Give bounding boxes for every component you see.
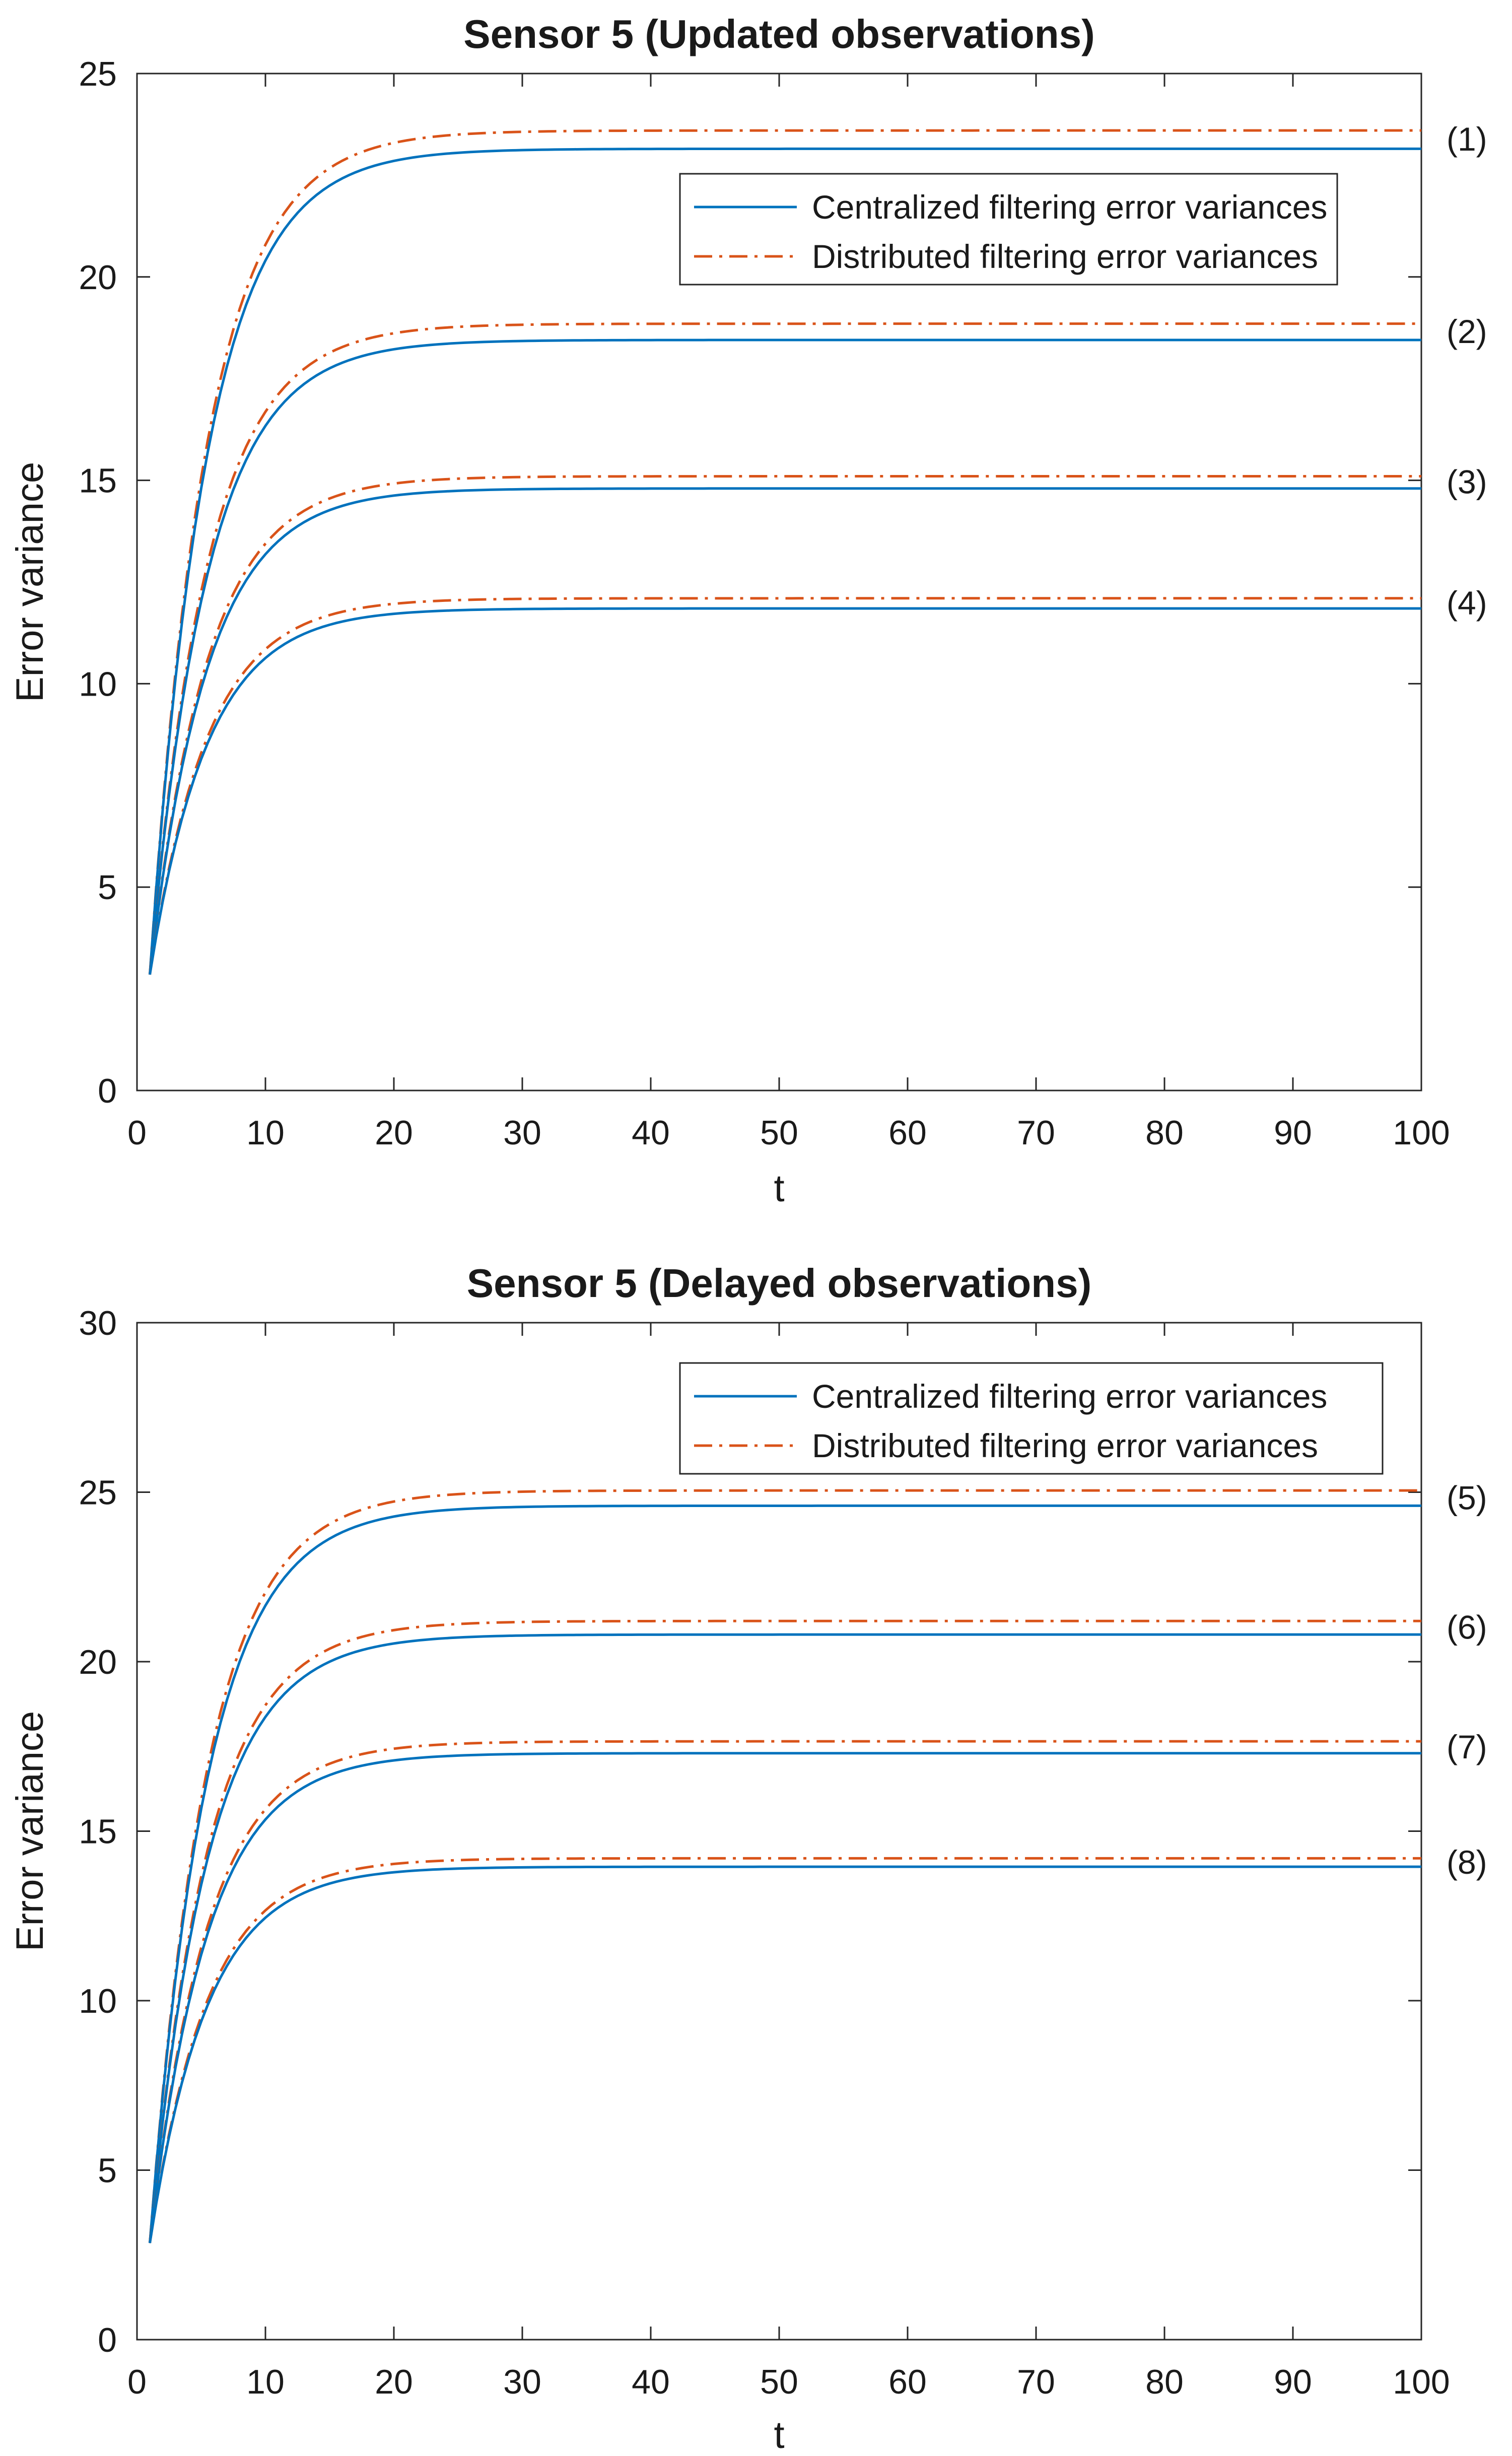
curve-label: (6) bbox=[1447, 1609, 1487, 1646]
curve-label: (2) bbox=[1447, 313, 1487, 350]
centralized-series-line-4 bbox=[149, 1865, 1421, 2243]
chart-panel-2: Sensor 5 (Delayed observations) 0 10 20 30 40… bbox=[9, 1261, 1487, 2456]
x-tick-label: 90 bbox=[1274, 2363, 1312, 2401]
y-axis-label: Error variance bbox=[9, 1711, 51, 1951]
centralized-series-line-3 bbox=[149, 487, 1421, 975]
chart-title: Sensor 5 (Updated observations) bbox=[463, 12, 1095, 56]
y-tick-label: 30 bbox=[79, 1304, 117, 1342]
centralized-series-line-4 bbox=[149, 607, 1421, 975]
distributed-series-line-3 bbox=[149, 475, 1421, 975]
x-tick-label: 80 bbox=[1145, 1114, 1184, 1152]
y-tick-label: 10 bbox=[79, 665, 117, 703]
centralized-series-line-2 bbox=[149, 1633, 1421, 2243]
legend-box bbox=[679, 173, 1338, 286]
x-tick-label: 100 bbox=[1393, 1114, 1450, 1152]
y-tick-label: 0 bbox=[98, 1072, 117, 1110]
x-tick-label: 30 bbox=[503, 1114, 541, 1152]
curve-label: (7) bbox=[1447, 1728, 1487, 1765]
legend: Centralized filtering error variances Dis… bbox=[679, 1362, 1384, 1475]
y-tick-label: 0 bbox=[98, 2321, 117, 2359]
y-tick-label: 20 bbox=[79, 258, 117, 297]
x-tick-label: 0 bbox=[127, 2363, 147, 2401]
x-tick-label: 70 bbox=[1017, 1114, 1055, 1152]
legend-box bbox=[679, 1362, 1384, 1475]
x-tick-label: 90 bbox=[1274, 1114, 1312, 1152]
chart-panel-1: Sensor 5 (Updated observations) 0 10 20 30 40… bbox=[9, 12, 1487, 1210]
curve-label: (1) bbox=[1447, 120, 1487, 158]
distributed-series-line-3 bbox=[149, 1740, 1421, 2243]
legend-label-distributed: Distributed filtering error variances bbox=[812, 1427, 1318, 1464]
x-tick-label: 50 bbox=[760, 2363, 798, 2401]
y-tick-label: 15 bbox=[79, 1813, 117, 1851]
x-tick-label: 40 bbox=[632, 2363, 670, 2401]
x-tick-label: 0 bbox=[127, 1114, 147, 1152]
centralized-series-line-1 bbox=[149, 1504, 1421, 2243]
y-tick-label: 20 bbox=[79, 1643, 117, 1681]
y-tick-label: 25 bbox=[79, 55, 117, 93]
legend-label-centralized: Centralized filtering error variances bbox=[812, 1378, 1327, 1415]
x-tick-label: 20 bbox=[375, 2363, 413, 2401]
y-tick-label: 15 bbox=[79, 462, 117, 500]
x-axis-label: t bbox=[774, 1167, 784, 1210]
curve-label: (3) bbox=[1447, 463, 1487, 501]
distributed-series-line-2 bbox=[149, 1619, 1421, 2243]
legend-label-distributed: Distributed filtering error variances bbox=[812, 238, 1318, 275]
x-axis-label: t bbox=[774, 2414, 784, 2453]
x-tick-label: 20 bbox=[375, 1114, 413, 1152]
y-axis-label: Error variance bbox=[9, 462, 51, 702]
chart-title: Sensor 5 (Delayed observations) bbox=[467, 1261, 1091, 1306]
centralized-series-line-1 bbox=[149, 147, 1421, 975]
x-tick-label: 10 bbox=[246, 1114, 285, 1152]
distributed-series-line-4 bbox=[149, 597, 1421, 975]
curve-label: (5) bbox=[1447, 1479, 1487, 1516]
x-tick-label: 50 bbox=[760, 1114, 798, 1152]
x-tick-label: 70 bbox=[1017, 2363, 1055, 2401]
legend-label-centralized: Centralized filtering error variances bbox=[812, 188, 1327, 226]
legend: Centralized filtering error variances Dis… bbox=[679, 173, 1338, 286]
x-tick-label: 100 bbox=[1393, 2363, 1450, 2401]
curve-label: (4) bbox=[1447, 584, 1487, 622]
centralized-series-line-3 bbox=[149, 1752, 1421, 2243]
y-tick-label: 5 bbox=[98, 868, 117, 907]
centralized-series-line-2 bbox=[149, 338, 1421, 975]
distributed-series-line-4 bbox=[149, 1857, 1421, 2243]
y-tick-label: 5 bbox=[98, 2152, 117, 2190]
x-tick-label: 10 bbox=[246, 2363, 285, 2401]
x-tick-label: 60 bbox=[888, 2363, 927, 2401]
curve-label: (8) bbox=[1447, 1844, 1487, 1881]
x-tick-label: 40 bbox=[632, 1114, 670, 1152]
x-tick-label: 80 bbox=[1145, 2363, 1184, 2401]
y-tick-label: 10 bbox=[79, 1982, 117, 2020]
y-tick-label: 25 bbox=[79, 1474, 117, 1512]
x-tick-label: 60 bbox=[888, 1114, 927, 1152]
x-tick-label: 30 bbox=[503, 2363, 541, 2401]
distributed-series-line-1 bbox=[149, 129, 1421, 975]
